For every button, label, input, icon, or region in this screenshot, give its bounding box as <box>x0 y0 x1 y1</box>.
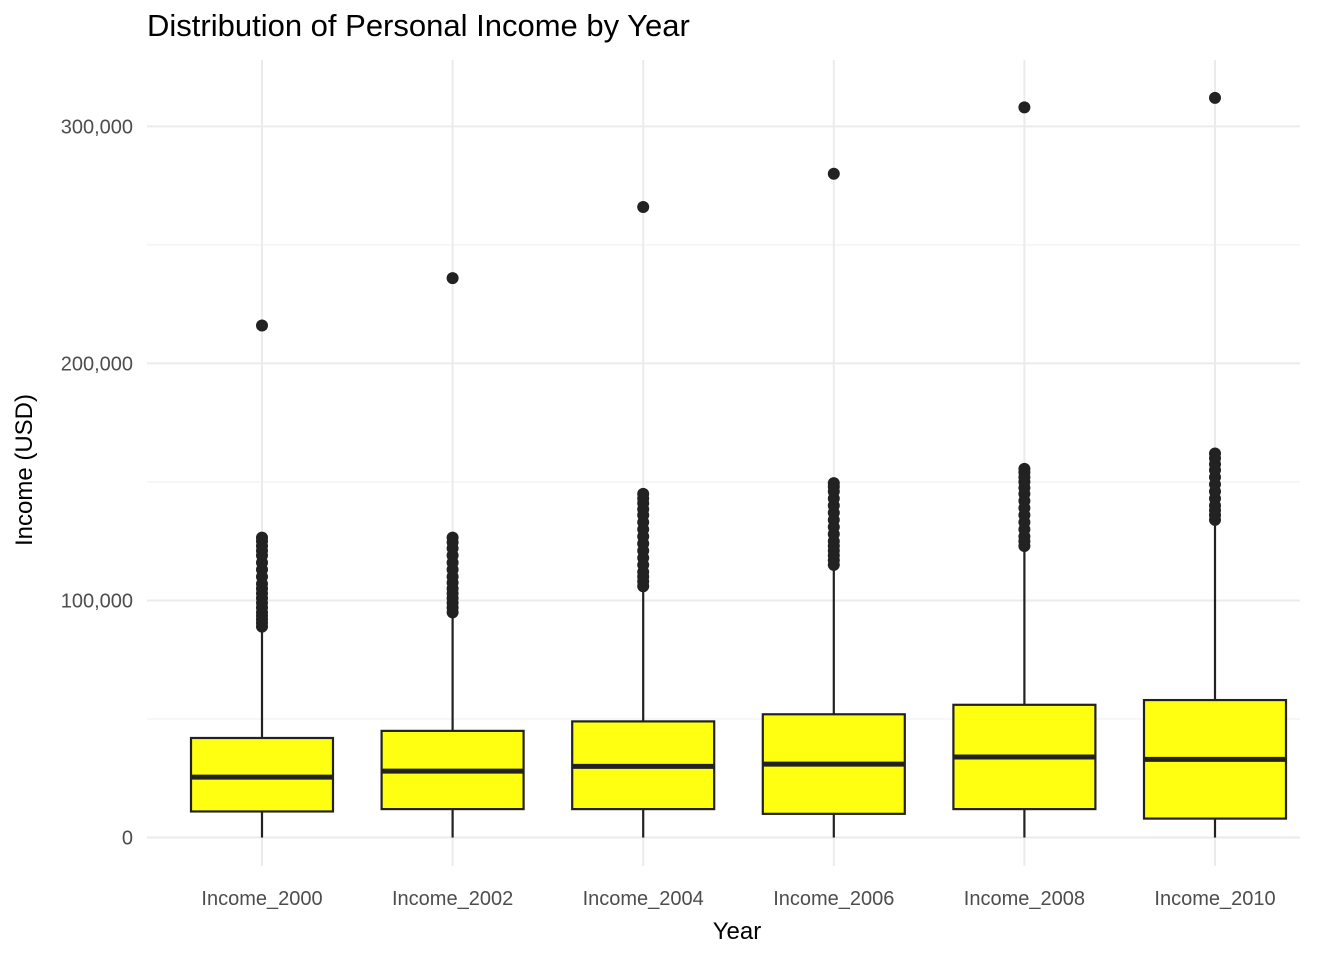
x-tick-label: Income_2002 <box>392 888 513 910</box>
box-layer <box>189 91 1288 838</box>
tick-layer: 0 100,000 200,000 300,000 Income_2000 Income_… <box>61 116 1276 910</box>
box-income-2000 <box>189 319 335 838</box>
y-tick-label: 200,000 <box>61 353 133 375</box>
box-income-2004 <box>571 200 716 838</box>
outlier-point <box>446 531 459 544</box>
x-axis-label: Year <box>713 918 762 945</box>
y-axis-label: Income (USD) <box>11 394 38 546</box>
outlier-point <box>256 319 268 332</box>
outlier-point <box>637 200 650 213</box>
x-tick-label: Income_2010 <box>1154 888 1275 910</box>
outlier-point <box>827 477 840 490</box>
outlier-point <box>1018 462 1031 475</box>
outlier-point <box>1209 91 1221 104</box>
box-income-2002 <box>380 272 525 838</box>
x-tick-label: Income_2008 <box>964 888 1085 910</box>
box-income-2006 <box>761 167 906 838</box>
outlier-point <box>1209 447 1221 460</box>
outlier-point <box>256 531 268 544</box>
chart-title: Distribution of Personal Income by Year <box>147 8 690 43</box>
x-tick-label: Income_2004 <box>583 888 704 910</box>
x-tick-label: Income_2000 <box>201 888 322 910</box>
outlier-point <box>827 167 840 180</box>
y-tick-label: 300,000 <box>61 116 133 138</box>
y-tick-label: 0 <box>122 828 133 850</box>
x-tick-label: Income_2006 <box>773 888 894 910</box>
outlier-point <box>637 487 650 500</box>
y-tick-label: 100,000 <box>61 590 133 612</box>
outlier-point <box>446 272 459 285</box>
outlier-point <box>1018 101 1031 114</box>
box-income-2010 <box>1142 91 1288 838</box>
box-income-2008 <box>952 101 1097 838</box>
